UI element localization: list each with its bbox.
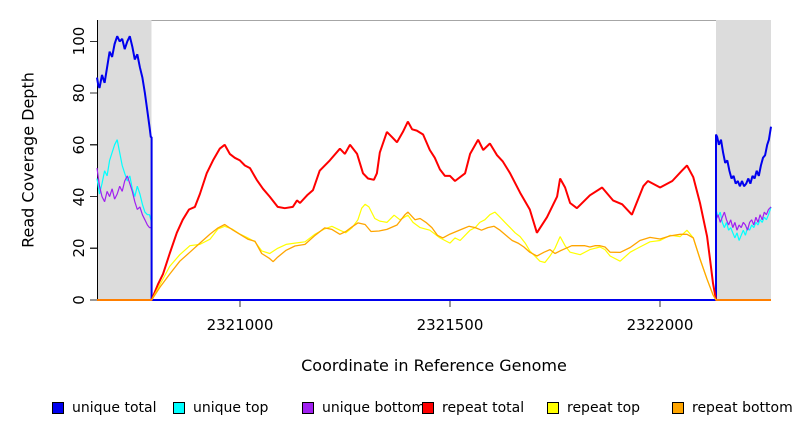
legend-item-unique-top: unique top — [173, 400, 268, 416]
x-tick-label-2322000: 2322000 — [626, 316, 694, 334]
y-tick-label-80: 80 — [70, 83, 88, 103]
legend-label: repeat top — [567, 400, 641, 416]
y-axis-label: Read Coverage Depth — [18, 72, 38, 248]
series-line-unique-top — [96, 139, 772, 301]
legend-item-repeat-total: repeat total — [422, 400, 524, 416]
unique-top-swatch-icon — [173, 402, 185, 414]
y-tick-label-40: 40 — [70, 187, 88, 207]
repeat-top-swatch-icon — [547, 402, 559, 414]
x-tick-label-2321000: 2321000 — [206, 316, 274, 334]
legend-label: repeat bottom — [692, 400, 792, 416]
y-tick-label-60: 60 — [70, 135, 88, 155]
legend-label: unique top — [193, 400, 269, 416]
x-axis-label: Coordinate in Reference Genome — [301, 356, 567, 375]
series-line-repeat-top — [97, 203, 771, 301]
unique-bottom-swatch-icon — [302, 402, 314, 414]
series-line-unique-bottom — [96, 168, 772, 301]
legend-item-unique-bottom: unique bottom — [302, 400, 425, 416]
repeat-total-swatch-icon — [422, 402, 434, 414]
y-tick-label-100: 100 — [70, 27, 88, 56]
legend-item-repeat-top: repeat top — [547, 400, 640, 416]
series-line-repeat-bottom — [97, 211, 771, 301]
legend-item-unique-total: unique total — [52, 400, 156, 416]
legend-label: unique total — [72, 400, 157, 416]
repeat-bottom-swatch-icon — [672, 402, 684, 414]
legend-item-repeat-bottom: repeat bottom — [672, 400, 792, 416]
legend-label: repeat total — [442, 400, 525, 416]
y-tick-label-20: 20 — [70, 238, 88, 258]
repeat-region-mask-0 — [97, 20, 152, 300]
series-line-unique-total — [96, 35, 772, 301]
series-line-repeat-total — [97, 121, 771, 301]
x-tick-label-2321500: 2321500 — [416, 316, 484, 334]
y-tick-label-0: 0 — [70, 295, 88, 305]
unique-total-swatch-icon — [52, 402, 64, 414]
legend-label: unique bottom — [322, 400, 426, 416]
